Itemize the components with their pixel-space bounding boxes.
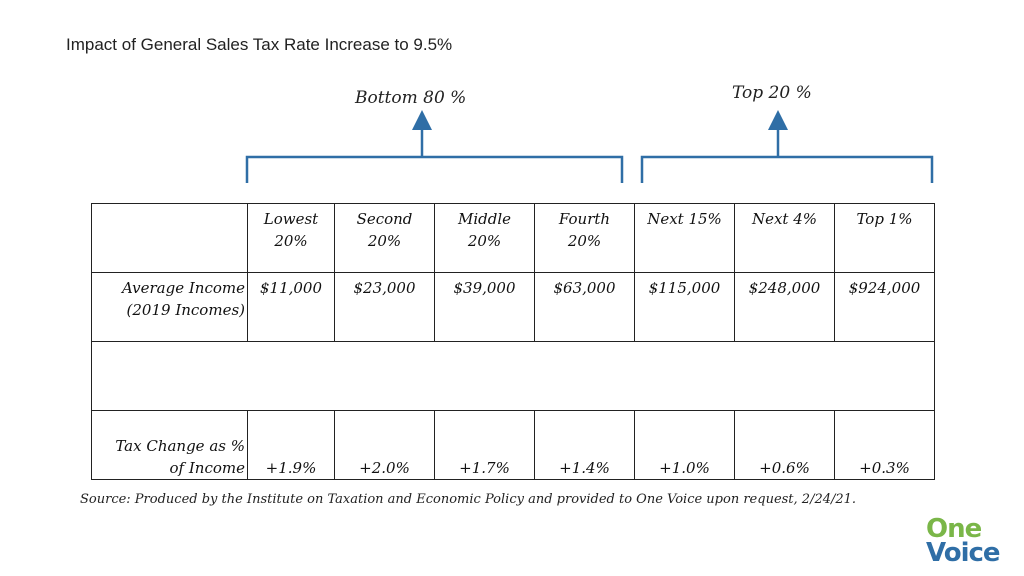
tax-change-row: Tax Change as % of Income +1.9% +2.0% +1.… (91, 410, 935, 480)
col-header-fourth: Fourth 20% (534, 203, 635, 273)
top-20-label: Top 20 % (732, 83, 812, 103)
group-brackets (245, 110, 934, 183)
tax-change-cell: +1.4% (534, 410, 635, 480)
page-title: Impact of General Sales Tax Rate Increas… (66, 35, 453, 54)
col-header-next4: Next 4% (734, 203, 835, 273)
bottom-bracket (245, 110, 624, 183)
col-header-lowest: Lowest 20% (247, 203, 335, 273)
blank-row (91, 341, 935, 411)
income-cell: $115,000 (634, 272, 735, 342)
header-row: Lowest 20% Second 20% Middle 20% Fourth 20% … (91, 203, 935, 273)
income-cell: $248,000 (734, 272, 835, 342)
income-row-label: Average Income (2019 Incomes) (91, 272, 248, 342)
income-row: Average Income (2019 Incomes) $11,000 $23… (91, 272, 935, 342)
income-tax-table: Lowest 20% Second 20% Middle 20% Fourth 20% … (91, 203, 935, 480)
income-cell: $39,000 (434, 272, 535, 342)
income-cell: $11,000 (247, 272, 335, 342)
income-cell: $63,000 (534, 272, 635, 342)
corner-cell (91, 203, 248, 273)
tax-change-row-label: Tax Change as % of Income (91, 410, 248, 480)
tax-change-cell: +1.7% (434, 410, 535, 480)
bottom-80-label: Bottom 80 % (355, 88, 467, 108)
col-header-next15: Next 15% (634, 203, 735, 273)
tax-change-cell: +2.0% (334, 410, 435, 480)
source-note: Source: Produced by the Institute on Tax… (80, 492, 857, 507)
col-header-middle: Middle 20% (434, 203, 535, 273)
blank-cell (91, 341, 935, 411)
income-cell: $23,000 (334, 272, 435, 342)
tax-change-cell: +0.6% (734, 410, 835, 480)
tax-change-cell: +0.3% (834, 410, 935, 480)
logo-line-two: Voice (926, 538, 1001, 568)
top-bracket (640, 110, 934, 183)
logo-line-one: One (926, 514, 982, 544)
col-header-top1: Top 1% (834, 203, 935, 273)
one-voice-logo: One Voice (926, 514, 1016, 570)
income-cell: $924,000 (834, 272, 935, 342)
tax-change-cell: +1.0% (634, 410, 735, 480)
col-header-second: Second 20% (334, 203, 435, 273)
tax-change-cell: +1.9% (247, 410, 335, 480)
